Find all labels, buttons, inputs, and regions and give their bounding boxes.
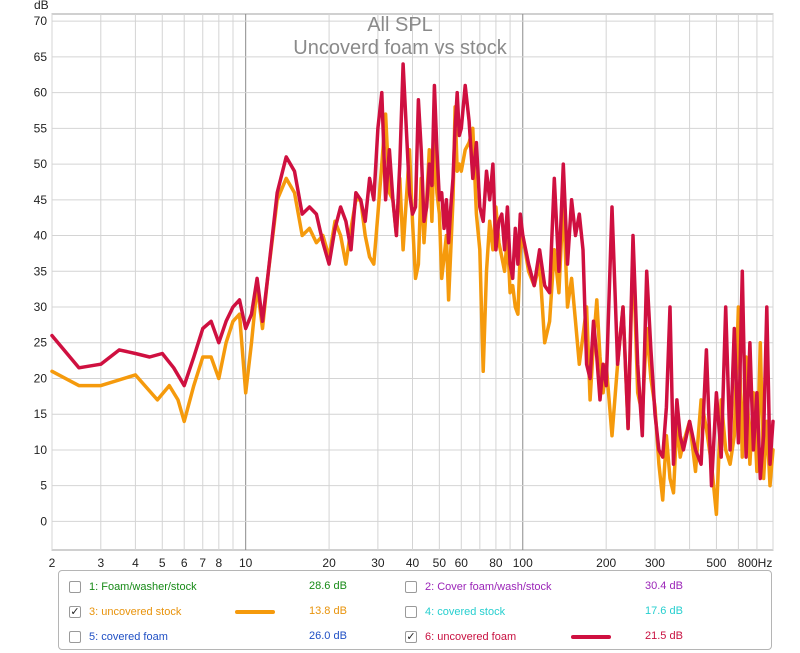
y-tick-label: 65 <box>34 50 48 64</box>
x-tick-label: 100 <box>513 556 533 570</box>
x-tick-label: 10 <box>239 556 253 570</box>
legend-item-2[interactable]: 2: Cover foam/wash/stock <box>405 577 552 597</box>
x-tick-label: 500 <box>706 556 726 570</box>
legend-item-1[interactable]: 1: Foam/washer/stock <box>69 577 197 597</box>
x-tick-label: 30 <box>371 556 385 570</box>
y-tick-label: 20 <box>34 371 48 385</box>
y-tick-label: 5 <box>40 479 47 493</box>
x-tick-label: 200 <box>596 556 616 570</box>
y-tick-label: 55 <box>34 121 48 135</box>
x-tick-label: 80 <box>489 556 503 570</box>
x-tick-label: 50 <box>433 556 447 570</box>
x-tick-label: 40 <box>406 556 420 570</box>
y-axis-unit-label: dB <box>34 0 49 12</box>
legend-checkbox-5[interactable] <box>69 631 81 643</box>
legend-value-1: 28.6 dB <box>309 580 347 592</box>
legend-value-4: 17.6 dB <box>645 605 683 617</box>
legend-label-2: 2: Cover foam/wash/stock <box>425 581 552 593</box>
x-tick-label: 20 <box>322 556 336 570</box>
legend-item-4[interactable]: 4: covered stock <box>405 602 505 622</box>
chart-title: All SPL <box>367 14 433 36</box>
legend-label-3: 3: uncovered stock <box>89 606 182 618</box>
legend-label-6: 6: uncovered foam <box>425 631 517 643</box>
legend-panel: 1: Foam/washer/stock 28.6 dB 2: Cover fo… <box>58 570 772 650</box>
y-tick-label: 60 <box>34 86 48 100</box>
series-lines <box>50 62 775 517</box>
x-tick-label: 6 <box>181 556 188 570</box>
legend-checkbox-4[interactable] <box>405 606 417 618</box>
legend-label-4: 4: covered stock <box>425 606 506 618</box>
legend-checkbox-3[interactable]: ✓ <box>69 605 81 618</box>
legend-value-5: 26.0 dB <box>309 630 347 642</box>
series-line-2 <box>50 62 775 488</box>
legend-label-1: 1: Foam/washer/stock <box>89 581 197 593</box>
legend-value-2: 30.4 dB <box>645 580 683 592</box>
legend-value-3: 13.8 dB <box>309 605 347 617</box>
legend-value-6: 21.5 dB <box>645 630 683 642</box>
x-tick-label: 300 <box>645 556 665 570</box>
x-tick-label: 4 <box>132 556 139 570</box>
y-tick-label: 45 <box>34 193 48 207</box>
legend-item-6[interactable]: ✓ 6: uncovered foam <box>405 627 516 647</box>
x-tick-label: 5 <box>159 556 166 570</box>
legend-checkbox-6[interactable]: ✓ <box>405 630 417 643</box>
y-tick-label: 15 <box>34 407 48 421</box>
x-tick-label: 3 <box>97 556 104 570</box>
legend-checkbox-2[interactable] <box>405 581 417 593</box>
x-axis-ticks: 2 3 4 5 6 7 8 10 20 30 40 50 60 80 100 200 300 500 800Hz <box>49 556 773 570</box>
x-tick-label: 8 <box>215 556 222 570</box>
legend-checkbox-1[interactable] <box>69 581 81 593</box>
y-tick-label: 40 <box>34 229 48 243</box>
series-line-1 <box>50 105 775 517</box>
x-tick-label: 60 <box>455 556 469 570</box>
y-tick-label: 10 <box>34 443 48 457</box>
legend-swatch-6 <box>571 635 611 639</box>
legend-label-5: 5: covered foam <box>89 631 168 643</box>
x-tick-label: 800Hz <box>738 556 773 570</box>
y-tick-label: 30 <box>34 300 48 314</box>
x-tick-label: 2 <box>49 556 56 570</box>
y-axis-ticks: 0 5 10 15 20 25 30 35 40 45 50 55 60 65 70 <box>34 14 48 528</box>
y-tick-label: 0 <box>40 514 47 528</box>
chart-subtitle: Uncoverd foam vs stock <box>293 37 507 59</box>
y-tick-label: 35 <box>34 264 48 278</box>
legend-swatch-3 <box>235 610 275 614</box>
x-tick-label: 7 <box>199 556 206 570</box>
legend-item-5[interactable]: 5: covered foam <box>69 627 168 647</box>
legend-item-3[interactable]: ✓ 3: uncovered stock <box>69 602 181 622</box>
y-tick-label: 25 <box>34 336 48 350</box>
y-tick-label: 50 <box>34 157 48 171</box>
y-tick-label: 70 <box>34 14 48 28</box>
